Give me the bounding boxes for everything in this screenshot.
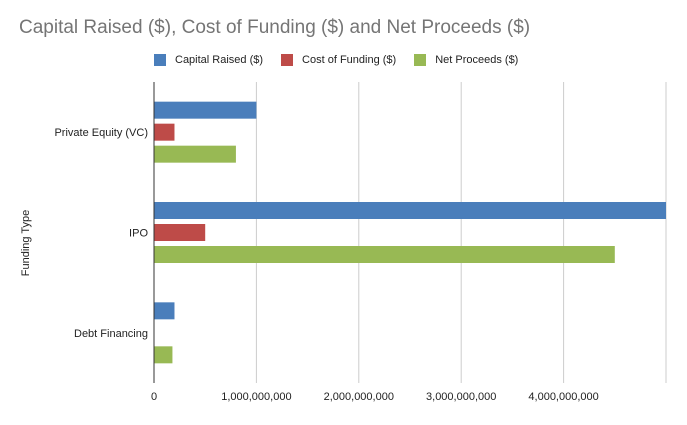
bar-2-2 [154,224,206,241]
category-label-1: Private Equity (VC) [54,127,148,139]
x-tick-label-2: 1,000,000,000 [221,391,291,403]
legend-item-net-proceeds: Net Proceeds ($) [414,54,518,66]
bar-1-1 [154,101,257,119]
category-label-2: IPO [129,228,148,240]
x-tick-label-5: 4,000,000,000 [528,391,598,403]
bar-3-1 [154,145,236,163]
bar-1-3 [154,302,175,320]
legend-label-net-proceeds: Net Proceeds ($) [435,54,519,66]
x-tick-label-4: 3,000,000,000 [426,391,496,403]
legend: Capital Raised ($) Cost of Funding ($) N… [154,52,536,68]
legend-item-cost-of-funding: Cost of Funding ($) [281,54,396,66]
bar-3-2 [154,246,615,263]
bar-1-2 [154,202,666,219]
category-label-3: Debt Financing [74,328,148,340]
legend-swatch-net-proceeds [414,54,427,66]
legend-swatch-cost-of-funding [281,54,294,66]
bar-2-1 [154,123,175,141]
bar-3-3 [154,346,173,364]
chart-title: Capital Raised ($), Cost of Funding ($) … [19,17,531,38]
x-tick-label-1: 0 [151,391,157,403]
legend-label-cost-of-funding: Cost of Funding ($) [302,54,397,66]
legend-item-capital-raised: Capital Raised ($) [154,54,263,66]
legend-swatch-capital-raised [154,54,166,66]
x-tick-label-3: 2,000,000,000 [324,391,394,403]
legend-label-capital-raised: Capital Raised ($) [175,54,264,66]
